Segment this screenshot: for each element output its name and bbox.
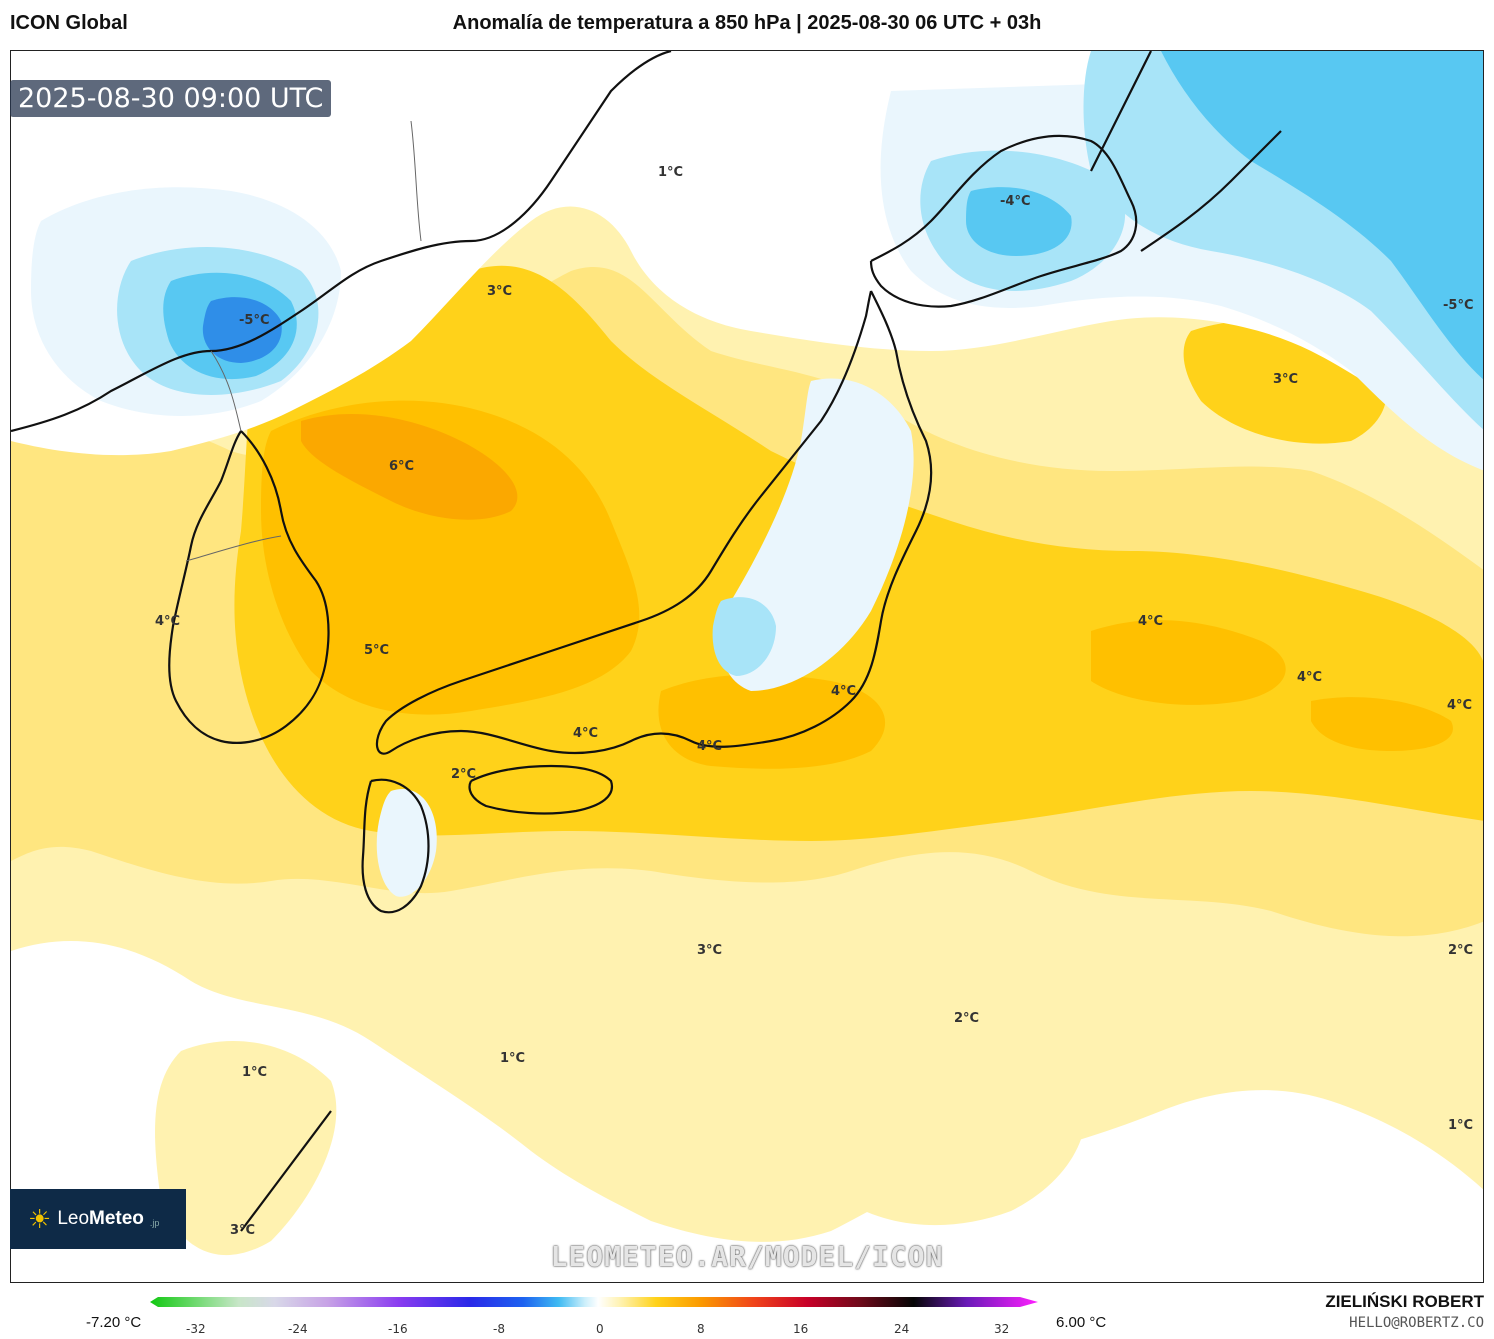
band-4-5-east-2 <box>1311 697 1453 751</box>
map-panel[interactable]: 1°C 3°C -5°C 6°C 4°C 5°C -4°C -5°C 3°C 4… <box>10 50 1484 1283</box>
coastlines <box>11 51 1282 1232</box>
colorbar-tick: 16 <box>793 1322 809 1336</box>
colorbar-tick: -24 <box>288 1322 308 1336</box>
coast-hokkaido <box>869 134 1138 308</box>
contour-label: 3°C <box>697 943 723 958</box>
anomaly-map <box>11 51 1483 1282</box>
contour-label: 2°C <box>1448 943 1474 958</box>
contour-label: 4°C <box>1297 670 1323 685</box>
coast-korea <box>168 430 330 744</box>
band-5-6 <box>301 413 518 520</box>
logo-text: LeoMeteo <box>57 1208 144 1229</box>
borders <box>185 120 422 562</box>
contour-label: -5°C <box>1443 298 1474 313</box>
contour-label: 1°C <box>1448 1118 1474 1133</box>
contour-label: -4°C <box>1000 194 1031 209</box>
logo-suffix: .jp <box>149 1218 160 1228</box>
coast-asia-mainland <box>11 51 672 433</box>
colorbar-min-label: -7.20 °C <box>86 1314 142 1331</box>
contour-label: 5°C <box>364 643 390 658</box>
coast-kyushu <box>361 778 430 914</box>
cold-ne-strong <box>1161 51 1483 380</box>
border-north-south-korea <box>185 535 282 562</box>
contour-label: 2°C <box>451 767 477 782</box>
contour-label: 4°C <box>573 726 599 741</box>
coast-kuril <box>1140 130 1282 252</box>
valid-time-badge: 2025-08-30 09:00 UTC <box>10 80 332 117</box>
colorbar: -7.20 °C <box>0 1296 1494 1339</box>
model-name: ICON Global <box>10 12 128 34</box>
colorbar-tick: -8 <box>493 1322 505 1336</box>
colorbar-tick: -16 <box>388 1322 408 1336</box>
coast-ryukyu <box>240 1110 332 1232</box>
contour-label: 3°C <box>487 284 513 299</box>
coast-sakhalin <box>1090 51 1152 172</box>
contour-label: 6°C <box>389 459 415 474</box>
colorbar-gradient <box>150 1297 1038 1307</box>
cold-hokkaido-strong <box>966 187 1072 256</box>
contour-label: 1°C <box>658 165 684 180</box>
contour-label: 2°C <box>954 1011 980 1026</box>
colorbar-tick: -32 <box>186 1322 206 1336</box>
colorbar-tick: 32 <box>994 1322 1010 1336</box>
colorbar-scale <box>150 1297 1038 1307</box>
contour-label: 4°C <box>1447 698 1473 713</box>
colorbar-tick: 24 <box>894 1322 910 1336</box>
south-patch-2 <box>780 1020 1086 1226</box>
southern-white-region <box>11 941 1483 1282</box>
band-4-5-east <box>1091 620 1286 705</box>
colorbar-tick: 0 <box>596 1322 604 1336</box>
contour-label: 4°C <box>697 739 723 754</box>
border-china-korea <box>210 350 242 432</box>
colorbar-tick: 8 <box>697 1322 705 1336</box>
contour-label: 3°C <box>230 1223 256 1238</box>
source-watermark: LEOMETEO.AR/MODEL/ICON <box>550 1240 944 1273</box>
contour-label: 3°C <box>1273 372 1299 387</box>
author-name: ZIELIŃSKI ROBERT <box>1325 1292 1484 1311</box>
band-4-5-honshu <box>658 674 886 769</box>
sun-icon: ☀ <box>28 1203 52 1234</box>
south-patch-1 <box>155 1041 337 1256</box>
contour-label: 1°C <box>242 1065 268 1080</box>
contour-label: 1°C <box>500 1051 526 1066</box>
colorbar-max-label: 6.00 °C <box>1056 1314 1107 1331</box>
coast-shikoku <box>468 764 614 815</box>
leometeo-logo[interactable]: ☀ LeoMeteo .jp <box>10 1189 186 1249</box>
author-email[interactable]: HELLO@ROBERTZ.CO <box>1349 1315 1484 1331</box>
contour-label: 4°C <box>1138 614 1164 629</box>
border-china-russia <box>410 120 422 242</box>
cold-kyushu <box>376 789 437 897</box>
contour-label: 4°C <box>831 684 857 699</box>
coast-honshu <box>375 290 933 755</box>
cold-honshu-mid <box>712 597 776 676</box>
contour-label: 4°C <box>155 614 181 629</box>
map-title: Anomalía de temperatura a 850 hPa | 2025… <box>452 12 1042 34</box>
contour-label: -5°C <box>239 313 270 328</box>
cold-nw-deep <box>202 297 282 363</box>
